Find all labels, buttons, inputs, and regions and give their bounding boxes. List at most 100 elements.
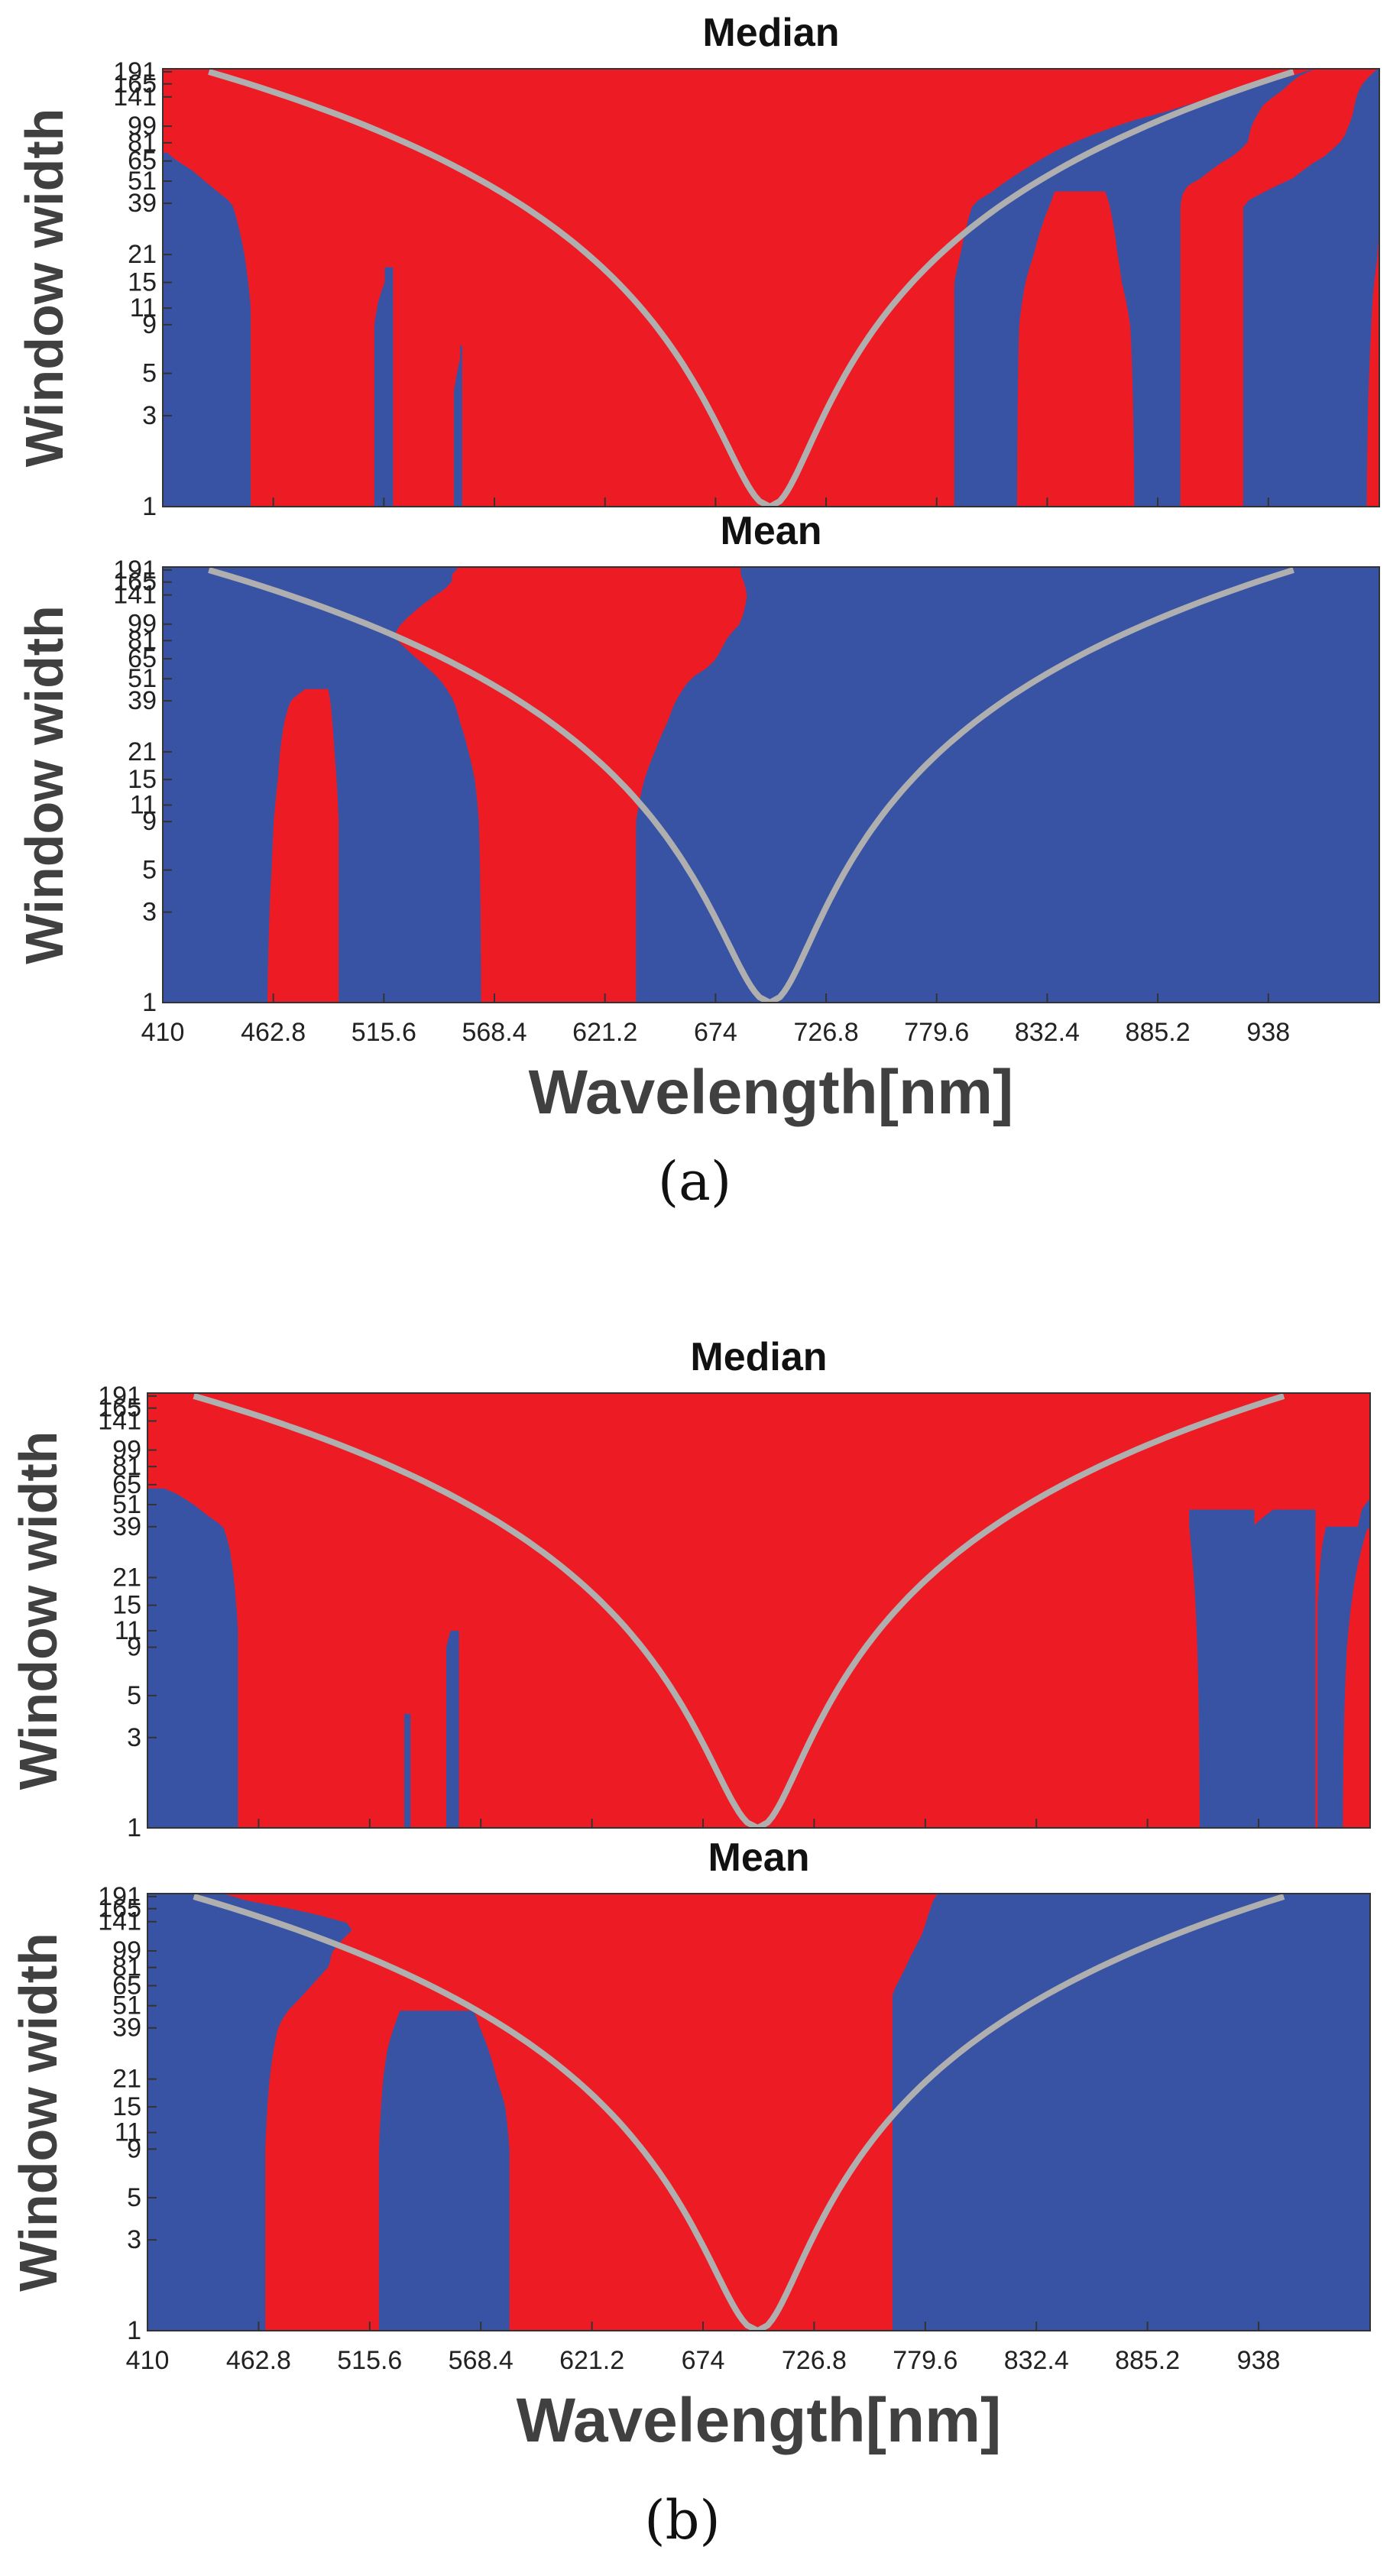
x-tick-label: 568.4: [449, 2346, 514, 2375]
region-blue-1: [378, 2011, 510, 2331]
y-tick-label: 165: [113, 70, 157, 99]
x-tick-label: 674: [694, 1018, 737, 1047]
x-tick-label: 621.2: [572, 1018, 637, 1047]
y-tick-label: 11: [130, 791, 157, 820]
heatmap-cells: [163, 69, 1379, 507]
y-tick-label: 81: [112, 1953, 141, 1982]
y-tick-label: 1: [142, 988, 157, 1017]
plot-frame: [147, 1392, 1371, 1829]
y-tick-label: 21: [112, 2065, 141, 2094]
y-tick-label: 65: [112, 1971, 141, 2000]
region-blue-2: [453, 345, 462, 507]
y-tick-label: 39: [128, 686, 157, 715]
y-axis-label: Window width: [15, 109, 74, 468]
y-tick-label: 1: [127, 2316, 141, 2345]
x-tick-label: 462.8: [241, 1018, 306, 1047]
region-blue-4: [1252, 1509, 1316, 1828]
y-tick-label: 81: [128, 128, 157, 157]
plot-frame: [147, 1893, 1371, 2331]
y-tick-label: 51: [112, 1490, 141, 1519]
heatmap-cells: [193, 1894, 1285, 2331]
x-tick-label: 726.8: [782, 2346, 847, 2375]
y-tick-label: 15: [112, 2092, 141, 2121]
y-tick-label: 5: [127, 1681, 141, 1710]
region-blue-1: [404, 1713, 411, 1828]
heatmap-background: [147, 1393, 1370, 1828]
y-tick-label: 39: [128, 189, 157, 218]
y-axis-label: Window width: [15, 605, 74, 964]
y-tick-label: 9: [127, 1633, 141, 1662]
y-tick-label: 141: [113, 83, 157, 112]
panel-title: Mean: [721, 509, 822, 553]
y-tick-label: 141: [98, 1907, 141, 1936]
y-tick-label: 191: [113, 57, 157, 86]
region-blue-1: [374, 267, 394, 507]
y-tick-label: 191: [98, 1382, 141, 1411]
y-tick-label: 81: [112, 1452, 141, 1481]
x-tick-label: 462.8: [226, 2346, 291, 2375]
y-tick-label: 99: [112, 1436, 141, 1465]
y-tick-label: 65: [128, 147, 157, 176]
y-tick-label: 15: [128, 268, 157, 297]
region-red-1: [395, 567, 747, 1003]
y-tick-label: 1: [127, 1813, 141, 1842]
y-tick-label: 21: [128, 737, 157, 766]
region-blue-6: [1357, 1498, 1370, 1529]
x-axis-label: Wavelength[nm]: [529, 1058, 1014, 1127]
region-red-4: [1017, 191, 1135, 507]
y-tick-label: 191: [98, 1882, 141, 1911]
region-blue-0: [163, 152, 251, 507]
y-tick-label: 51: [128, 664, 157, 693]
window-curve: [208, 69, 1294, 507]
x-tick-label: 832.4: [1004, 2346, 1069, 2375]
region-blue-0: [147, 1488, 238, 1828]
region-red-6: [1366, 230, 1379, 507]
y-tick-label: 11: [115, 1616, 141, 1645]
y-tick-label: 99: [112, 1936, 141, 1965]
y-tick-label: 1: [142, 492, 157, 521]
y-tick-label: 9: [127, 2134, 141, 2163]
heatmap-background: [163, 567, 1379, 1003]
x-tick-label: 410: [141, 1018, 185, 1047]
x-tick-label: 885.2: [1126, 1018, 1191, 1047]
y-tick-label: 15: [128, 765, 157, 794]
region-red-0: [267, 689, 339, 1003]
x-tick-label: 515.6: [337, 2346, 402, 2375]
plot-frame: [162, 68, 1380, 507]
y-tick-label: 165: [98, 1894, 141, 1923]
window-curve: [208, 567, 1294, 1003]
y-tick-label: 141: [98, 1407, 141, 1436]
y-tick-label: 3: [127, 1723, 141, 1752]
y-tick-label: 51: [128, 167, 157, 196]
x-tick-label: 779.6: [893, 2346, 957, 2375]
y-tick-label: 191: [113, 556, 157, 585]
panel-title: Mean: [708, 1836, 810, 1880]
y-tick-label: 65: [112, 1470, 141, 1499]
region-red-5: [1180, 69, 1378, 507]
x-tick-label: 938: [1237, 2346, 1281, 2375]
y-tick-label: 15: [112, 1591, 141, 1620]
y-tick-label: 3: [142, 898, 157, 927]
y-tick-label: 51: [112, 1991, 141, 2020]
y-tick-label: 11: [130, 293, 157, 322]
y-tick-label: 5: [142, 856, 157, 885]
x-tick-label: 832.4: [1015, 1018, 1080, 1047]
region-blue-2: [446, 1631, 459, 1828]
window-curve: [193, 1393, 1285, 1828]
region-blue-5: [1317, 1526, 1369, 1828]
y-tick-label: 99: [128, 112, 157, 141]
y-tick-label: 5: [127, 2183, 141, 2212]
x-tick-label: 779.6: [904, 1018, 969, 1047]
y-tick-label: 9: [142, 807, 157, 836]
x-tick-label: 885.2: [1115, 2346, 1180, 2375]
y-tick-label: 11: [115, 2118, 141, 2147]
x-tick-label: 674: [682, 2346, 725, 2375]
panel-title: Median: [690, 1335, 827, 1379]
caption-a: (a): [658, 1150, 731, 1213]
x-tick-label: 515.6: [352, 1018, 416, 1047]
